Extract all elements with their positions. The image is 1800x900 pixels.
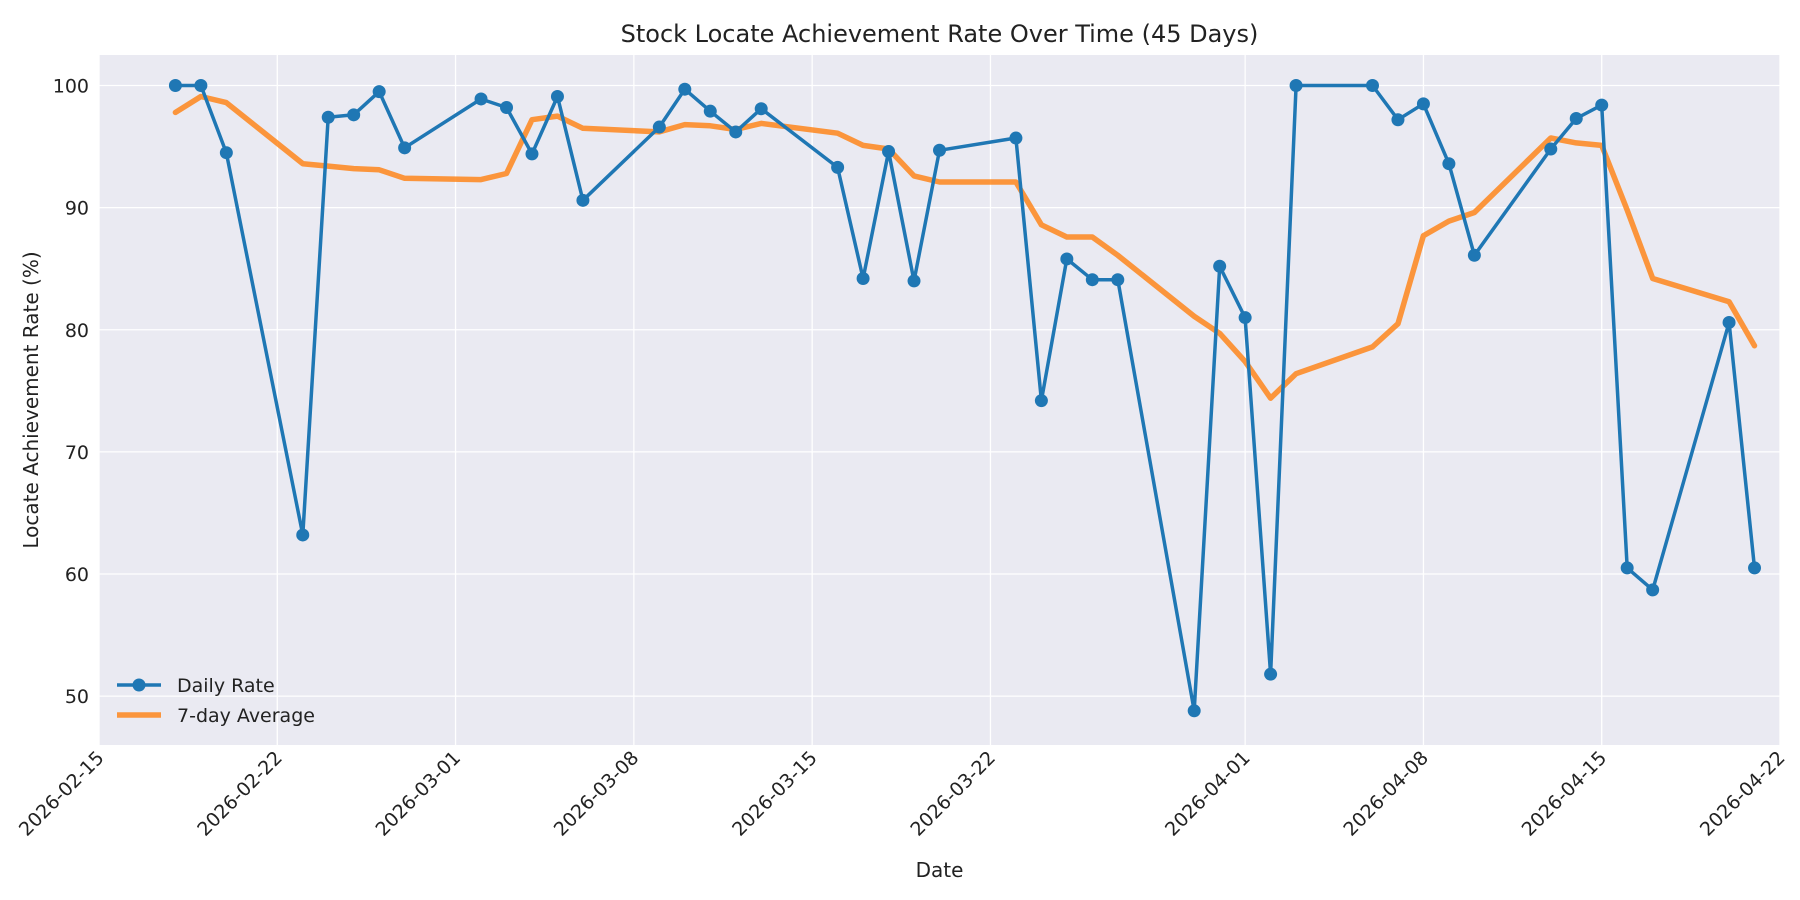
y-axis: 50 60 70 80 90 100 xyxy=(53,76,89,709)
daily-point xyxy=(1111,273,1125,287)
chart-title: Stock Locate Achievement Rate Over Time … xyxy=(621,20,1259,48)
y-tick-label: 50 xyxy=(65,686,89,708)
daily-point xyxy=(1595,98,1609,112)
daily-point xyxy=(1467,248,1481,262)
daily-point xyxy=(1085,273,1099,287)
daily-point xyxy=(1238,311,1252,325)
average-series xyxy=(172,93,1758,401)
daily-point xyxy=(1416,97,1430,111)
daily-point xyxy=(474,92,488,106)
daily-point xyxy=(678,82,692,96)
daily-point xyxy=(372,85,386,99)
daily-point xyxy=(1009,131,1023,145)
daily-point xyxy=(219,146,233,160)
daily-point xyxy=(882,144,896,158)
legend-average-label: 7-day Average xyxy=(177,705,315,727)
daily-point xyxy=(907,274,921,288)
daily-point xyxy=(550,90,564,104)
daily-point xyxy=(1060,252,1074,266)
legend: Daily Rate 7-day Average xyxy=(117,675,315,727)
x-axis-title: Date xyxy=(916,858,964,882)
y-tick-label: 80 xyxy=(65,320,89,342)
daily-point xyxy=(1289,79,1303,93)
daily-point xyxy=(168,79,182,93)
daily-point xyxy=(831,160,845,174)
average-line xyxy=(172,93,1758,401)
daily-point xyxy=(729,125,743,139)
daily-point xyxy=(1391,113,1405,127)
daily-point xyxy=(1442,157,1456,171)
y-tick-label: 90 xyxy=(65,198,89,220)
daily-point xyxy=(1569,112,1583,126)
daily-point xyxy=(347,108,361,122)
daily-point xyxy=(1544,142,1558,156)
y-tick-label: 70 xyxy=(65,442,89,464)
y-axis-title: Locate Achievement Rate (%) xyxy=(19,251,43,548)
daily-point xyxy=(1187,704,1201,718)
daily-point xyxy=(856,271,870,285)
daily-series xyxy=(168,79,1762,718)
legend-daily-marker-swatch xyxy=(132,678,146,692)
y-tick-label: 100 xyxy=(53,76,89,98)
daily-point xyxy=(1034,394,1048,408)
daily-point xyxy=(525,147,539,161)
daily-point xyxy=(296,528,310,542)
legend-daily-label: Daily Rate xyxy=(177,675,275,697)
daily-point xyxy=(1722,315,1736,329)
daily-point xyxy=(576,193,590,207)
daily-point xyxy=(398,141,412,155)
daily-point xyxy=(754,102,768,116)
daily-point xyxy=(500,101,514,115)
daily-point xyxy=(703,104,717,118)
daily-point xyxy=(652,120,666,134)
daily-point xyxy=(1264,667,1278,681)
daily-point xyxy=(321,110,335,124)
y-tick-label: 60 xyxy=(65,564,89,586)
daily-point xyxy=(1213,259,1227,273)
daily-point xyxy=(933,143,946,157)
daily-point xyxy=(1646,583,1660,597)
daily-point xyxy=(194,79,208,93)
daily-point xyxy=(1620,561,1634,575)
daily-point xyxy=(1748,561,1762,575)
daily-point xyxy=(1365,79,1379,93)
